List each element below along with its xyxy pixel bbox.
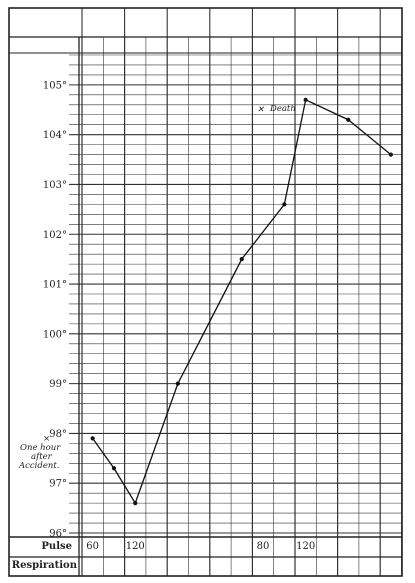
pulse-value: 120 — [296, 541, 315, 552]
chart-grid — [8, 7, 403, 577]
temperature-point — [388, 152, 393, 157]
pulse-value: 80 — [257, 541, 270, 552]
y-tick-label: 105° — [43, 80, 67, 91]
chart-frame — [8, 7, 403, 577]
temperature-point — [346, 117, 351, 122]
y-tick-label: 101° — [43, 280, 67, 291]
respiration-row-label: Respiration — [12, 560, 78, 571]
start-annotation-line-2: after — [31, 452, 53, 462]
y-tick-label: 103° — [43, 180, 67, 191]
start-annotation-line-1: One hour — [20, 443, 61, 453]
pulse-row-label: Pulse — [41, 541, 72, 552]
y-tick-label: 96° — [49, 529, 67, 540]
chart-annotations: × One hour after Accident. ✕ Death — [18, 104, 296, 471]
y-axis-ticks: 96° 97° 98° 99° 100° 101° 102° 103° 104° 105° — [43, 80, 67, 539]
pulse-value: 60 — [86, 541, 99, 552]
pulse-value: 120 — [126, 541, 145, 552]
y-tick-label: 102° — [43, 230, 67, 241]
temperature-point — [111, 466, 117, 471]
temperature-point — [239, 257, 244, 262]
y-tick-label: 104° — [43, 130, 67, 141]
temperature-series — [90, 97, 393, 506]
temperature-line — [92, 98, 392, 505]
start-annotation-mark: × — [43, 434, 50, 444]
death-annotation-text: Death — [269, 104, 296, 114]
y-tick-label: 98° — [49, 429, 67, 440]
temperature-point — [303, 97, 308, 102]
temperature-point — [90, 436, 95, 441]
pulse-respiration-rows: Pulse Respiration 60 120 80 120 — [12, 541, 315, 571]
y-tick-label: 100° — [43, 329, 67, 340]
temperature-point — [282, 202, 287, 207]
death-annotation-mark: ✕ — [257, 105, 265, 115]
temperature-point — [175, 381, 180, 386]
start-annotation-line-3: Accident. — [18, 461, 59, 471]
temperature-point — [133, 501, 138, 506]
y-tick-label: 97° — [49, 479, 67, 490]
y-tick-label: 99° — [49, 379, 67, 390]
